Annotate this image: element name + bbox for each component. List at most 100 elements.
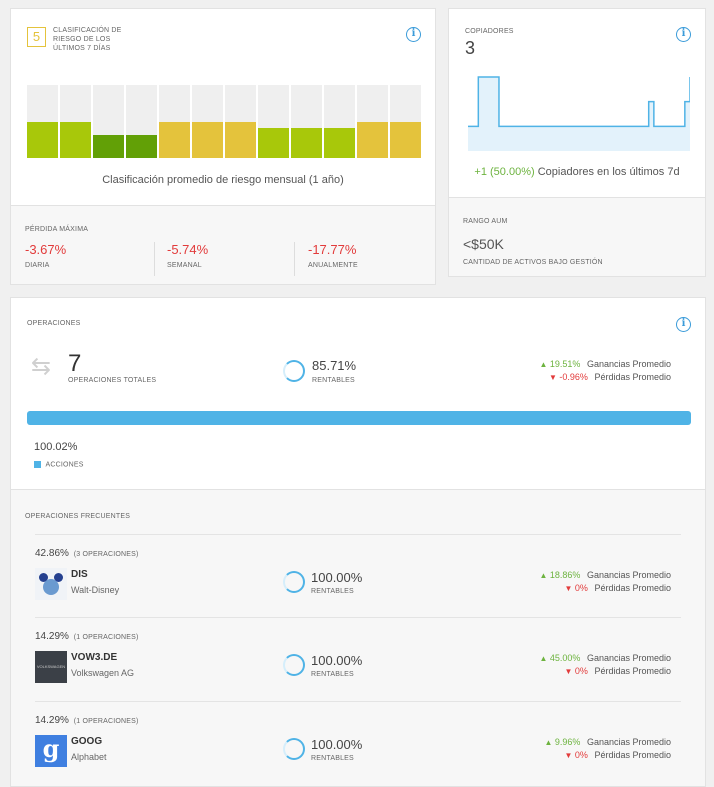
divider bbox=[35, 534, 681, 535]
disney-logo-icon bbox=[35, 568, 67, 600]
risk-bar bbox=[159, 85, 190, 158]
risk-bar bbox=[357, 85, 388, 158]
risk-bar-fill bbox=[27, 121, 58, 158]
frequent-item-pct: 14.29% (1 operaciones) bbox=[35, 715, 139, 726]
drawdown-annual: -17.77% Anualmente bbox=[308, 242, 428, 276]
risk-info-icon[interactable]: i bbox=[406, 27, 421, 42]
copiers-change-label: Copiadores en los últimos 7d bbox=[537, 166, 680, 178]
drawdown-weekly: -5.74% Semanal bbox=[167, 242, 295, 276]
aum-section: Rango AUM <$50K Cantidad de activos bajo… bbox=[449, 197, 705, 276]
shares-bar-fill[interactable] bbox=[27, 411, 691, 425]
volkswagen-logo-icon: VOLKSWAGEN bbox=[35, 651, 67, 683]
aum-title: Rango AUM bbox=[463, 218, 508, 225]
swap-arrows-icon: ⇆ bbox=[31, 353, 52, 380]
frequent-item-name: Volkswagen AG bbox=[71, 668, 135, 678]
frequent-item-ticker: DIS bbox=[71, 569, 88, 580]
frequent-item-goog[interactable]: 14.29% (1 operaciones) g GOOG Alphabet 1… bbox=[11, 701, 705, 785]
drawdown-daily-label: Diaria bbox=[25, 262, 50, 269]
risk-bar-fill bbox=[324, 128, 355, 158]
up-arrow-icon: ▲ bbox=[544, 738, 553, 747]
up-arrow-icon: ▲ bbox=[539, 571, 548, 580]
frequent-item-profitable-label: Rentables bbox=[311, 671, 354, 678]
frequent-item-profitable: 100.00% bbox=[311, 737, 363, 752]
copiers-area bbox=[468, 77, 690, 151]
frequent-item-loss-row: ▼ 0% Pérdidas Promedio bbox=[564, 583, 671, 593]
frequent-item-profitable-label: Rentables bbox=[311, 588, 354, 595]
operations-info-icon[interactable]: i bbox=[676, 317, 691, 332]
profitable-ring-icon bbox=[283, 360, 305, 382]
drawdown-daily: -3.67% Diaria bbox=[25, 242, 155, 276]
risk-bar-fill bbox=[93, 134, 124, 158]
copiers-count: 3 bbox=[465, 38, 476, 58]
up-arrow-icon: ▲ bbox=[539, 360, 548, 369]
risk-bar bbox=[126, 85, 157, 158]
risk-card: 5 Clasificación de riesgo de los últimos… bbox=[10, 8, 436, 285]
frequent-item-gain-row: ▲ 18.86% Ganancias Promedio bbox=[539, 570, 671, 580]
shares-legend: Acciones bbox=[34, 456, 84, 474]
risk-bar-fill bbox=[225, 121, 256, 158]
risk-bar-fill bbox=[258, 128, 289, 158]
google-logo-icon: g bbox=[35, 735, 67, 767]
risk-bar-fill bbox=[291, 128, 322, 158]
frequent-item-gain-row: ▲ 9.96% Ganancias Promedio bbox=[544, 737, 671, 747]
operations-loss-value: -0.96% bbox=[559, 372, 588, 382]
frequent-item-loss-row: ▼ 0% Pérdidas Promedio bbox=[564, 666, 671, 676]
frequent-item-dis[interactable]: 42.86% (3 operaciones) DIS Walt-Disney 1… bbox=[11, 534, 705, 618]
risk-bar bbox=[291, 85, 322, 158]
frequent-item-ticker: GOOG bbox=[71, 736, 103, 747]
frequent-item-vow3[interactable]: 14.29% (1 operaciones) VOLKSWAGEN VOW3.D… bbox=[11, 617, 705, 701]
risk-bar-fill bbox=[192, 121, 223, 158]
operations-total-label: Operaciones totales bbox=[68, 377, 157, 384]
drawdown-annual-label: Anualmente bbox=[308, 262, 358, 269]
risk-bar bbox=[192, 85, 223, 158]
operations-gain-row: ▲ 19.51% Ganancias Promedio bbox=[539, 359, 671, 369]
copiers-line bbox=[468, 76, 690, 128]
drawdown-section: Pérdida máxima -3.67% Diaria -5.74% Sema… bbox=[11, 205, 435, 284]
shares-bar-track bbox=[27, 411, 691, 425]
copiers-change-row: +1 (50.00%) Copiadores en los últimos 7d bbox=[449, 166, 705, 178]
risk-monthly-label[interactable]: Clasificación promedio de riesgo mensual… bbox=[102, 174, 344, 186]
drawdown-weekly-value: -5.74% bbox=[167, 242, 209, 257]
profitable-ring-icon bbox=[283, 571, 305, 593]
down-arrow-icon: ▼ bbox=[548, 373, 557, 382]
copiers-change-value: +1 (50.00%) bbox=[474, 166, 535, 178]
copiers-chart bbox=[468, 76, 690, 151]
copiers-card: Copiadores 3 i +1 (50.00%) Copiadores en… bbox=[448, 8, 706, 277]
risk-bar bbox=[258, 85, 289, 158]
operations-total: 7 bbox=[68, 350, 82, 377]
operations-profitable-label: Rentables bbox=[312, 377, 355, 384]
up-arrow-icon: ▲ bbox=[539, 654, 548, 663]
operations-profitable-pct: 85.71% bbox=[312, 358, 357, 373]
drawdown-daily-value: -3.67% bbox=[25, 242, 67, 257]
profitable-ring-icon bbox=[283, 654, 305, 676]
frequent-item-pct: 14.29% (1 operaciones) bbox=[35, 631, 139, 642]
risk-bar-fill bbox=[159, 121, 190, 158]
risk-bar bbox=[60, 85, 91, 158]
frequent-item-name: Alphabet bbox=[71, 752, 107, 762]
risk-bar-fill bbox=[390, 121, 421, 158]
risk-bar bbox=[390, 85, 421, 158]
operations-title: Operaciones bbox=[27, 320, 81, 327]
shares-label: Acciones bbox=[45, 461, 84, 469]
frequent-item-name: Walt-Disney bbox=[71, 585, 120, 595]
risk-score-badge: 5 bbox=[27, 27, 46, 47]
frequent-title: Operaciones frecuentes bbox=[25, 513, 131, 520]
shares-pct: 100.02% bbox=[34, 441, 78, 453]
risk-bar bbox=[225, 85, 256, 158]
copiers-info-icon[interactable]: i bbox=[676, 27, 691, 42]
frequent-item-gain-row: ▲ 45.00% Ganancias Promedio bbox=[539, 653, 671, 663]
risk-bar-fill bbox=[126, 134, 157, 158]
copiers-title: Copiadores bbox=[465, 28, 514, 35]
down-arrow-icon: ▼ bbox=[564, 751, 573, 760]
divider bbox=[35, 617, 681, 618]
down-arrow-icon: ▼ bbox=[564, 584, 573, 593]
operations-loss-label: Pérdidas Promedio bbox=[594, 372, 671, 382]
down-arrow-icon: ▼ bbox=[564, 667, 573, 676]
frequent-section: Operaciones frecuentes 42.86% (3 operaci… bbox=[11, 489, 705, 786]
profitable-ring-icon bbox=[283, 738, 305, 760]
frequent-item-profitable: 100.00% bbox=[311, 653, 363, 668]
operations-loss-row: ▼ -0.96% Pérdidas Promedio bbox=[549, 372, 671, 382]
operations-gain-label: Ganancias Promedio bbox=[586, 359, 671, 369]
drawdown-annual-value: -17.77% bbox=[308, 242, 357, 257]
risk-bar bbox=[27, 85, 58, 158]
